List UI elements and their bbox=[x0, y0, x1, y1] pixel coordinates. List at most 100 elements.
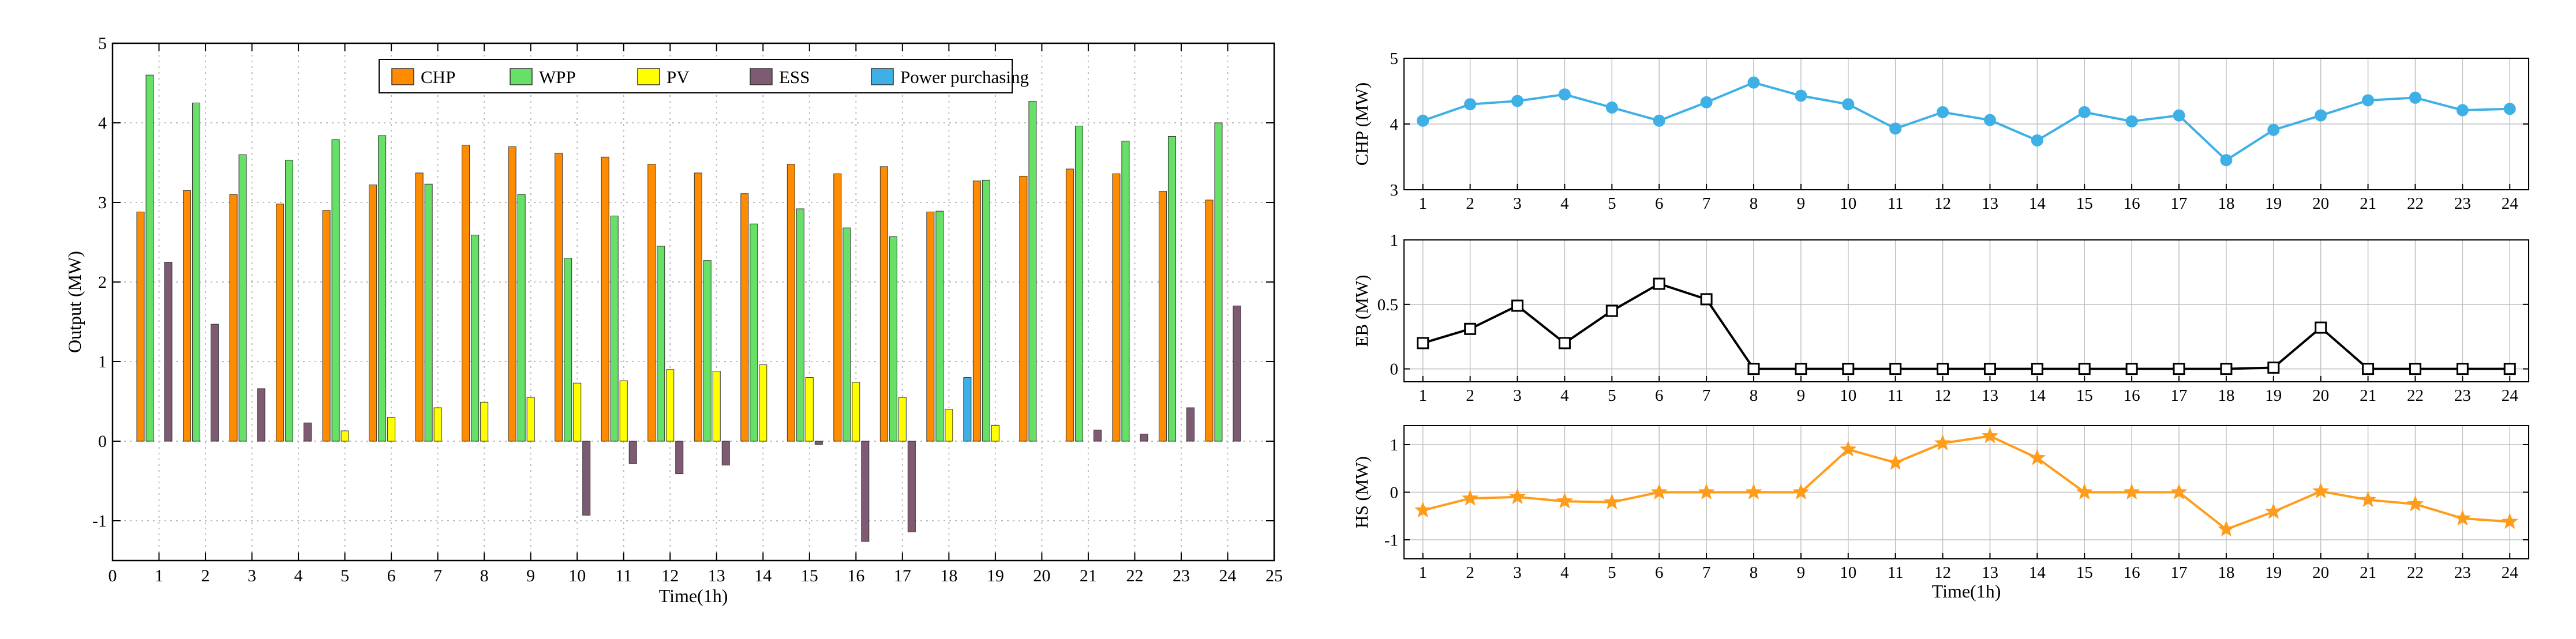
x-tick-label: 18 bbox=[2218, 194, 2234, 213]
x-tick-label: 12 bbox=[1934, 386, 1951, 405]
data-point bbox=[2220, 154, 2233, 167]
bar-wpp bbox=[889, 236, 897, 442]
x-tick-label: 9 bbox=[1797, 194, 1806, 213]
data-point bbox=[1511, 299, 1524, 312]
x-tick-label: 16 bbox=[2124, 194, 2140, 213]
y-tick-label: 4 bbox=[1390, 115, 1399, 134]
x-tick-label: 14 bbox=[2029, 563, 2046, 582]
x-tick-label: 15 bbox=[801, 566, 818, 585]
x-tick-label: 19 bbox=[2265, 194, 2282, 213]
data-point bbox=[1700, 96, 1713, 108]
bar-wpp bbox=[796, 208, 804, 442]
data-point bbox=[1698, 483, 1715, 499]
x-tick-label: 10 bbox=[1840, 194, 1856, 213]
data-point bbox=[2409, 363, 2421, 375]
x-tick-label: 5 bbox=[340, 566, 349, 585]
bar-wpp bbox=[1074, 126, 1083, 442]
x-tick-label: 13 bbox=[1982, 563, 1998, 582]
x-tick-label: 3 bbox=[1513, 386, 1522, 405]
bar-wpp bbox=[982, 179, 990, 442]
x-tick-label: 11 bbox=[1888, 386, 1904, 405]
bar-ess bbox=[304, 422, 312, 442]
legend-label: ESS bbox=[779, 67, 810, 87]
bar-chp bbox=[1019, 175, 1028, 442]
data-point bbox=[2125, 363, 2138, 375]
y-tick-label: -1 bbox=[92, 512, 107, 531]
x-tick-label: 18 bbox=[940, 566, 957, 585]
data-point bbox=[1981, 427, 1999, 443]
data-point bbox=[2362, 94, 2375, 107]
x-tick-label: 16 bbox=[2124, 563, 2140, 582]
x-axis-label: Time(1h) bbox=[659, 585, 728, 606]
y-axis-label: EB (MW) bbox=[1351, 275, 1372, 347]
data-point bbox=[1508, 488, 1526, 505]
bar-ess bbox=[211, 324, 219, 442]
x-tick-label: 24 bbox=[2502, 194, 2519, 213]
x-tick-label: 22 bbox=[2407, 386, 2424, 405]
x-tick-label: 15 bbox=[2076, 386, 2093, 405]
bar-pv bbox=[340, 430, 349, 442]
bar-ess bbox=[907, 441, 916, 532]
data-point bbox=[2170, 483, 2188, 499]
x-tick-label: 17 bbox=[2171, 386, 2188, 405]
x-tick-label: 23 bbox=[2454, 563, 2471, 582]
bar-chp bbox=[183, 190, 192, 442]
x-tick-label: 22 bbox=[1126, 566, 1143, 585]
x-tick-label: 21 bbox=[2360, 563, 2376, 582]
data-point bbox=[1747, 76, 1760, 89]
x-tick-label: 13 bbox=[708, 566, 725, 585]
data-point bbox=[1886, 453, 1904, 470]
bar-chp bbox=[1112, 173, 1121, 442]
legend-swatch-power-purchasing bbox=[871, 68, 894, 85]
x-tick-label: 4 bbox=[1560, 194, 1569, 213]
bar-ess bbox=[814, 441, 823, 445]
data-point bbox=[1511, 95, 1524, 107]
bar-chp bbox=[229, 194, 238, 442]
data-point bbox=[2028, 449, 2046, 465]
data-point bbox=[2173, 109, 2185, 122]
x-tick-label: 10 bbox=[568, 566, 586, 585]
data-point bbox=[1747, 363, 1760, 375]
bar-chp bbox=[555, 152, 563, 442]
x-tick-label: 16 bbox=[2124, 386, 2140, 405]
data-point bbox=[2031, 363, 2043, 375]
y-axis-label: Output (MW) bbox=[64, 251, 85, 353]
x-tick-label: 7 bbox=[1702, 194, 1711, 213]
x-tick-label: 6 bbox=[1655, 194, 1664, 213]
x-tick-label: 8 bbox=[480, 566, 489, 585]
x-tick-label: 9 bbox=[1797, 563, 1806, 582]
x-tick-label: 10 bbox=[1840, 386, 1856, 405]
x-tick-label: 18 bbox=[2218, 386, 2234, 405]
data-point bbox=[1889, 122, 1902, 135]
bar-chp bbox=[1065, 168, 1074, 442]
legend-swatch-chp bbox=[391, 68, 414, 85]
data-point bbox=[2454, 509, 2472, 526]
bar-chp bbox=[926, 212, 935, 442]
x-tick-label: 17 bbox=[894, 566, 911, 585]
bar-pv bbox=[852, 382, 860, 442]
data-point bbox=[1461, 489, 1479, 506]
x-tick-label: 8 bbox=[1750, 563, 1758, 582]
data-point bbox=[2218, 520, 2235, 537]
data-point bbox=[1983, 363, 1996, 375]
x-tick-label: 8 bbox=[1750, 386, 1758, 405]
bar-wpp bbox=[238, 154, 247, 442]
x-tick-label: 6 bbox=[1655, 386, 1664, 405]
y-tick-label: 1 bbox=[1390, 436, 1399, 454]
bar-power-purchasing bbox=[963, 377, 972, 442]
x-tick-label: 3 bbox=[248, 566, 256, 585]
bar-chp bbox=[136, 212, 145, 442]
legend-label: Power purchasing bbox=[900, 67, 1029, 87]
data-point bbox=[2501, 513, 2518, 529]
y-axis-label: CHP (MW) bbox=[1351, 82, 1372, 166]
data-point bbox=[1417, 114, 1429, 127]
x-tick-label: 2 bbox=[1466, 386, 1474, 405]
bar-pv bbox=[898, 397, 907, 442]
bar-ess bbox=[1093, 430, 1102, 442]
y-tick-label: 1 bbox=[98, 352, 107, 371]
y-tick-label: 1 bbox=[1390, 231, 1399, 250]
y-tick-label: 5 bbox=[1390, 50, 1399, 68]
x-tick-label: 3 bbox=[1513, 563, 1522, 582]
y-tick-label: 5 bbox=[98, 34, 107, 53]
